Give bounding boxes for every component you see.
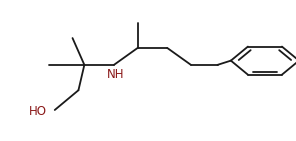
Text: NH: NH: [107, 68, 124, 81]
Text: HO: HO: [29, 105, 47, 118]
